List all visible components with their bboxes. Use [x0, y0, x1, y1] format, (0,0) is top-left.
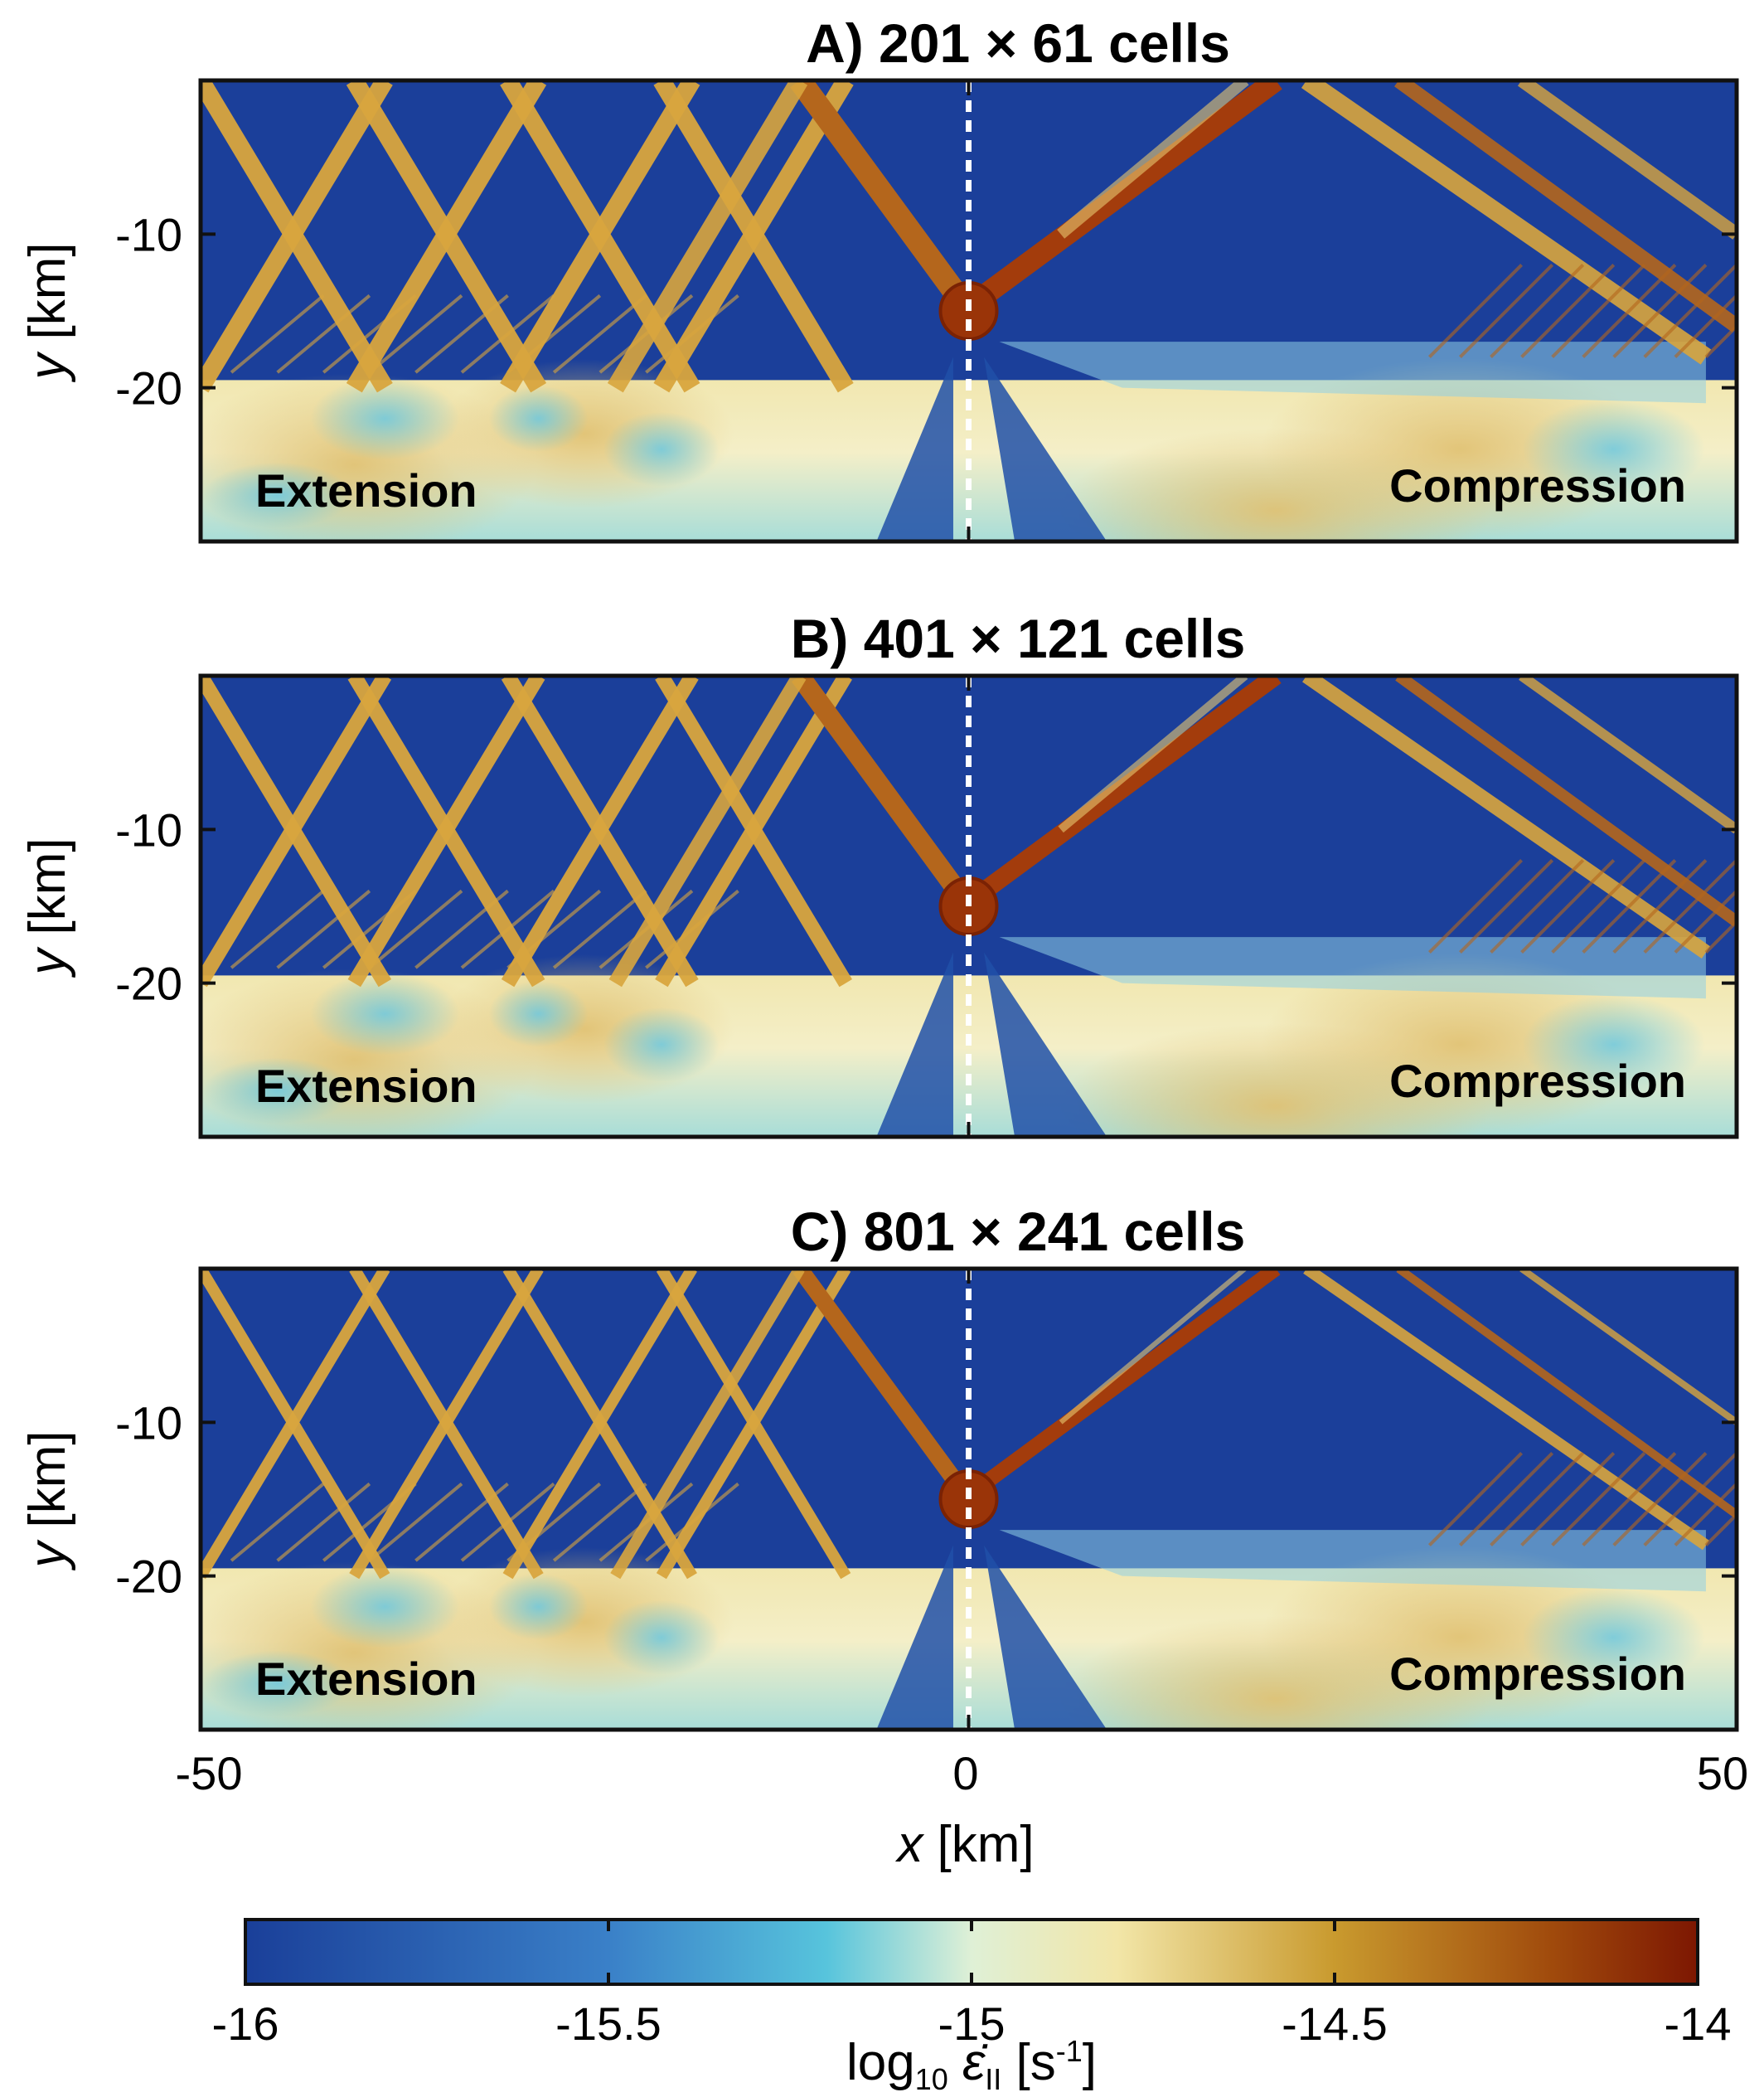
colorbar-tick-label: -14.5	[1282, 1997, 1388, 2050]
x-tick-label: 0	[952, 1747, 978, 1799]
y-tick-label: -20	[115, 1551, 182, 1603]
y-tick-label: -20	[115, 958, 182, 1010]
extension-label: Extension	[255, 1060, 477, 1112]
colorbar-tick-label: -16	[212, 1997, 279, 2050]
y-axis-label: y [km]	[19, 1430, 76, 1570]
compression-label: Compression	[1389, 1055, 1686, 1107]
panel-title: B) 401 × 121 cells	[791, 608, 1246, 669]
y-tick-label: -10	[115, 208, 182, 260]
colorbar-tick-label: -15.5	[555, 1997, 662, 2050]
colorbar: -16 -15.5 -15 -14.5 -14 log10 ε̇II [s-1]	[212, 1918, 1732, 2096]
x-axis: -50 0 50 x [km]	[176, 1747, 1749, 1873]
compression-label: Compression	[1389, 459, 1686, 512]
panel-title: C) 801 × 241 cells	[791, 1201, 1246, 1262]
colorbar-tick-label: -15	[938, 1997, 1006, 2050]
x-tick-label: 50	[1697, 1747, 1748, 1799]
extension-label: Extension	[255, 1653, 477, 1705]
x-tick-label: -50	[176, 1747, 243, 1799]
colorbar-label: log10 ε̇II [s-1]	[846, 2034, 1097, 2096]
panel-c: -10 -20 y [km] C) 801 × 241 cells Extension C…	[19, 1201, 1739, 1732]
extension-label: Extension	[255, 464, 477, 517]
y-tick-label: -20	[115, 362, 182, 415]
y-tick-label: -10	[115, 803, 182, 856]
colorbar-tick-label: -14	[1665, 1997, 1732, 2050]
panel-b: -10 -20 y [km] B) 401 × 121 cells Extension C…	[19, 608, 1739, 1139]
x-axis-label: x [km]	[894, 1816, 1034, 1873]
panel-a: -10 -20 y [km] A) 201 × 61 cells Extension Co…	[19, 12, 1739, 544]
y-axis-label: y [km]	[19, 242, 76, 382]
strain-rate-field	[201, 676, 1737, 1137]
strain-rate-field	[201, 1269, 1737, 1730]
compression-label: Compression	[1389, 1648, 1686, 1700]
y-axis-label: y [km]	[19, 837, 76, 978]
y-tick-label: -10	[115, 1396, 182, 1449]
strain-rate-field	[201, 80, 1737, 541]
panel-title: A) 201 × 61 cells	[806, 12, 1230, 74]
